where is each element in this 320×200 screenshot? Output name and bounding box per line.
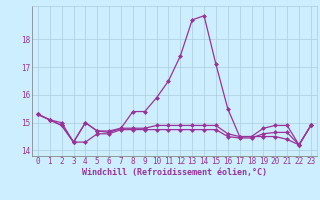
X-axis label: Windchill (Refroidissement éolien,°C): Windchill (Refroidissement éolien,°C) <box>82 168 267 177</box>
